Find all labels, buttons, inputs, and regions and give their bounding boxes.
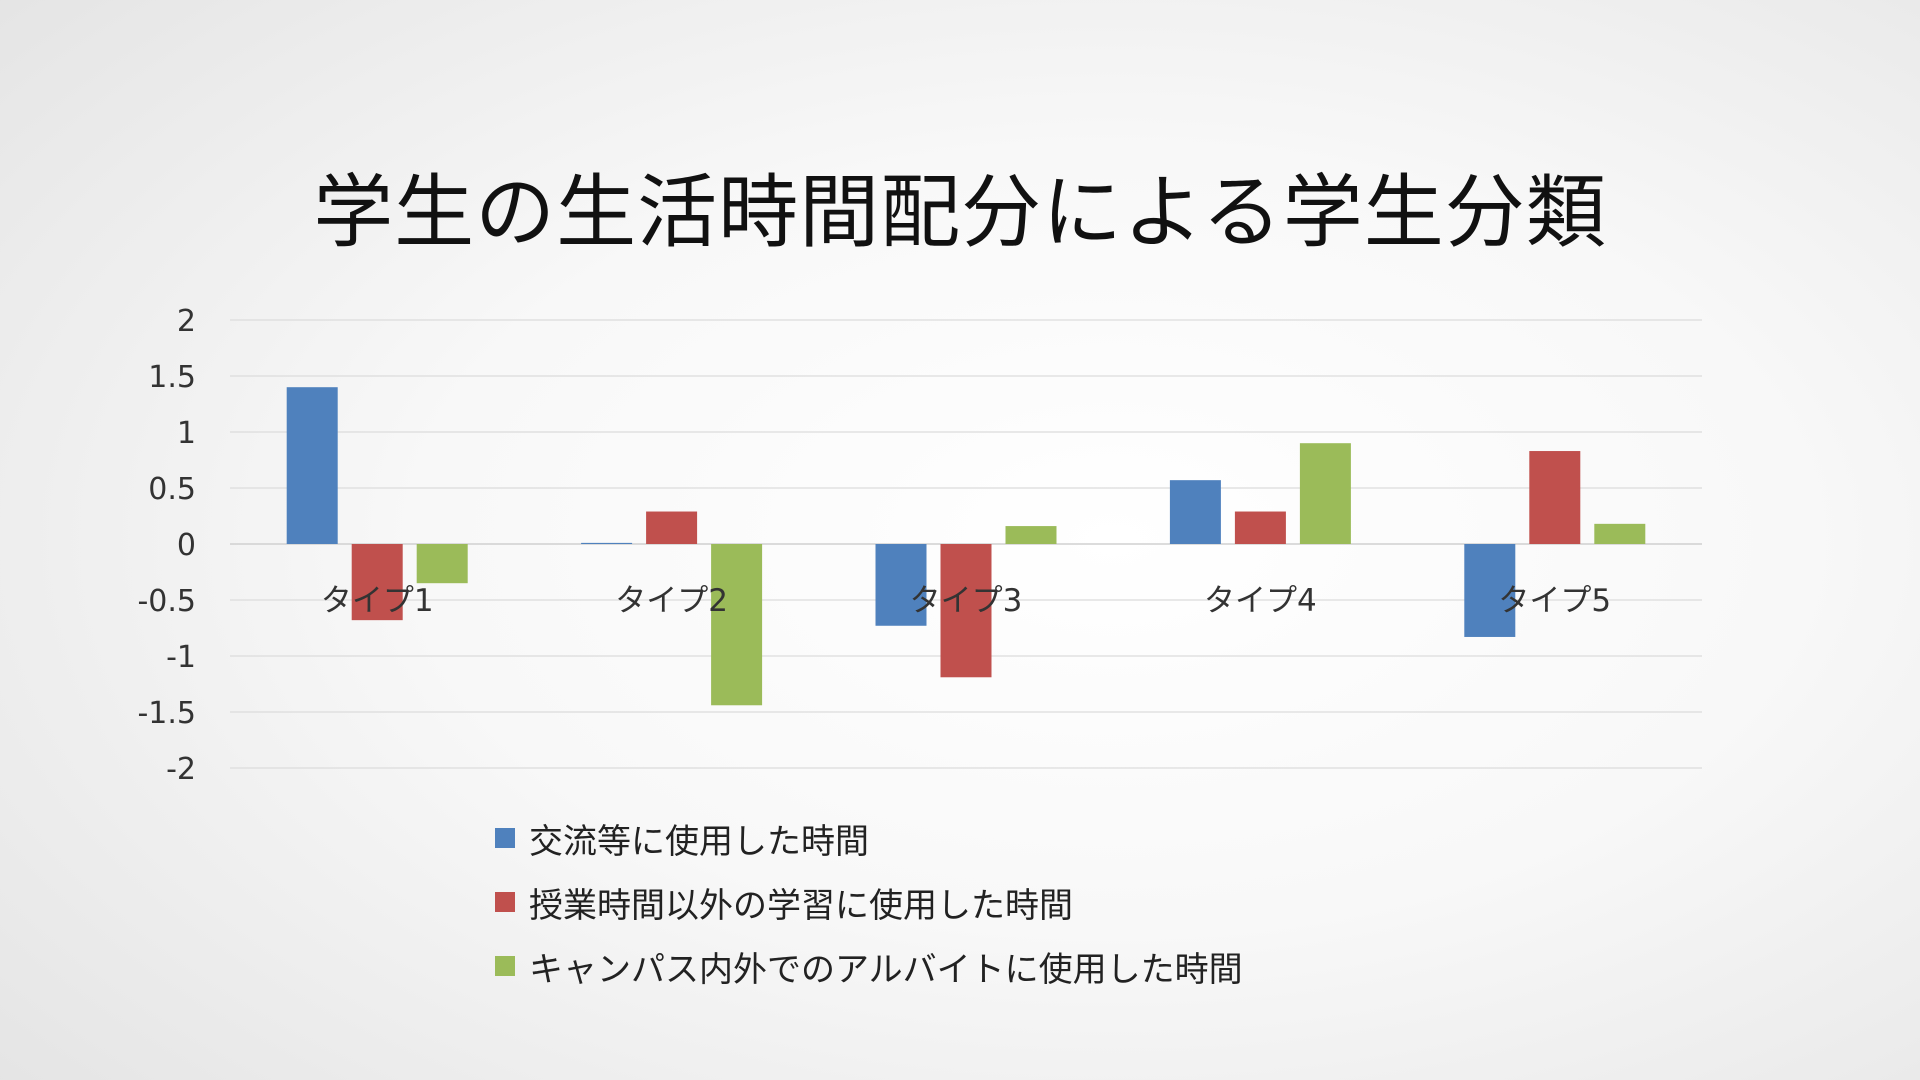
y-tick-label: -1.5	[137, 696, 196, 731]
bar	[581, 542, 633, 544]
y-tick-label: -1	[166, 640, 196, 675]
x-category-label: タイプ3	[910, 583, 1023, 619]
legend-swatch-series-2	[495, 892, 515, 912]
bar	[875, 544, 927, 626]
y-tick-label: -2	[166, 752, 196, 787]
x-category-label: タイプ1	[321, 583, 434, 619]
chart-title: 学生の生活時間配分による学生分類	[313, 166, 1607, 259]
legend-label-series-1: 交流等に使用した時間	[529, 821, 869, 862]
bar	[351, 544, 403, 621]
x-axis-category-labels: タイプ1 タイプ2 タイプ3 タイプ4 タイプ5	[321, 583, 1611, 619]
bar	[1299, 443, 1351, 544]
x-category-label: タイプ5	[1498, 583, 1611, 619]
y-tick-label: 1	[177, 416, 196, 451]
bar	[1234, 511, 1286, 544]
x-category-label: タイプ2	[615, 583, 728, 619]
legend-swatch-series-3	[495, 956, 515, 976]
legend-item: 授業時間以外の学習に使用した時間	[495, 870, 1243, 934]
legend: 交流等に使用した時間 授業時間以外の学習に使用した時間 キャンパス内外でのアルバ…	[495, 806, 1243, 998]
legend-swatch-series-1	[495, 828, 515, 848]
legend-label-series-2: 授業時間以外の学習に使用した時間	[529, 885, 1073, 926]
y-tick-label: 1.5	[148, 360, 196, 395]
bar	[1594, 523, 1646, 544]
y-tick-label: 0.5	[148, 472, 196, 507]
y-tick-label: 0	[177, 528, 196, 563]
bar	[1464, 544, 1516, 637]
bar	[1529, 451, 1581, 544]
legend-label-series-3: キャンパス内外でのアルバイトに使用した時間	[529, 949, 1243, 990]
bar	[416, 544, 468, 584]
x-category-label: タイプ4	[1204, 583, 1317, 619]
bars	[286, 387, 1646, 706]
bar	[711, 544, 763, 706]
legend-item: 交流等に使用した時間	[495, 806, 1243, 870]
y-tick-label: -0.5	[137, 584, 196, 619]
bar	[286, 387, 338, 544]
bar	[1169, 480, 1221, 544]
y-tick-label: 2	[177, 304, 196, 339]
y-axis-tick-labels: 2 1.5 1 0.5 0 -0.5 -1 -1.5 -2	[137, 304, 196, 787]
bar	[1005, 526, 1057, 544]
bar	[940, 544, 992, 678]
legend-item: キャンパス内外でのアルバイトに使用した時間	[495, 934, 1243, 998]
bar	[646, 511, 698, 544]
